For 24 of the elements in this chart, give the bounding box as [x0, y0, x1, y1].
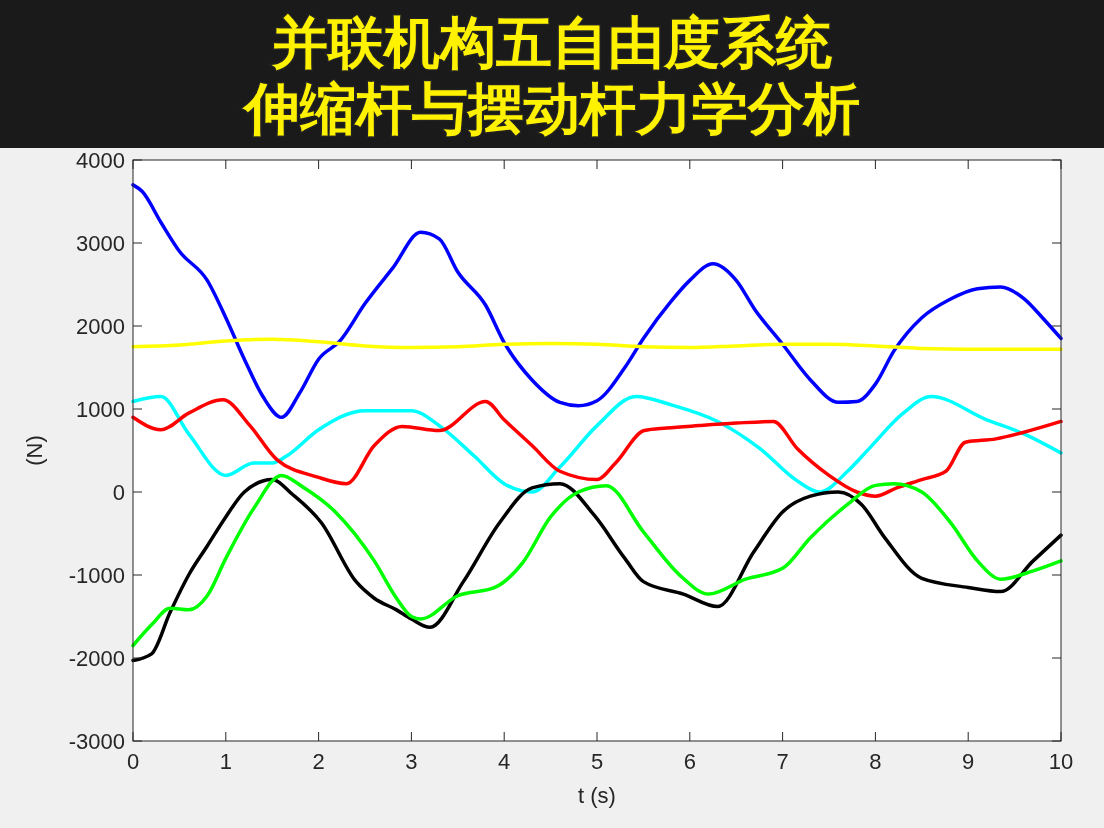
x-tick-label: 8 [869, 749, 882, 774]
y-tick-label: -2000 [68, 646, 125, 671]
line-series [131, 183, 1063, 420]
y-tick-label: -1000 [68, 563, 125, 588]
line-series [131, 337, 1063, 351]
y-axis-title: (N) [22, 435, 47, 466]
y-tick-label: 2000 [76, 314, 125, 339]
y-tick-label: -3000 [68, 729, 125, 754]
x-tick-label: 10 [1048, 749, 1074, 774]
y-tick-label: 3000 [76, 231, 125, 256]
x-tick-label: 3 [405, 749, 418, 774]
x-tick-label: 9 [962, 749, 975, 774]
x-tick-label: 1 [219, 749, 232, 774]
x-axis-title: t (s) [578, 783, 616, 808]
x-tick-label: 6 [683, 749, 696, 774]
chart-title: 并联机构五自由度系统 [271, 10, 832, 75]
x-tick-label: 4 [498, 749, 511, 774]
x-tick-label: 2 [312, 749, 325, 774]
y-tick-label: 4000 [76, 148, 125, 173]
y-tick-label: 1000 [76, 397, 125, 422]
x-tick-label: 5 [590, 749, 604, 774]
x-tick-label: 7 [776, 749, 789, 774]
chart-subtitle: 伸缩杆与摆动杆力学分析 [242, 76, 860, 141]
y-tick-label: 0 [112, 480, 125, 505]
